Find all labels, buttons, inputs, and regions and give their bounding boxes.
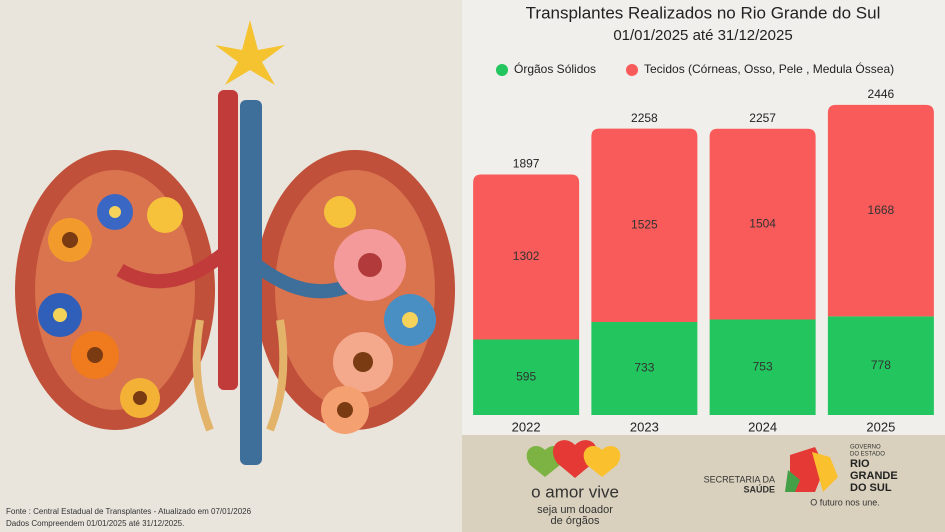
kidney-illustration [15, 20, 455, 465]
legend-swatch [496, 64, 508, 76]
legend-swatch [626, 64, 638, 76]
secretaria: SECRETARIA DA [704, 474, 775, 484]
legend-label: Órgãos Sólidos [514, 61, 596, 76]
campaign-logo [526, 440, 621, 478]
x-tick-label: 2023 [630, 419, 659, 434]
bar-segment [473, 174, 580, 340]
segment-label: 733 [634, 361, 654, 375]
segment-label: 1525 [631, 218, 658, 232]
state-text: GRANDE [850, 470, 898, 482]
bar-segment [827, 104, 934, 317]
source-note: Fonte : Central Estadual de Transplantes… [6, 507, 252, 516]
bar-segment [591, 322, 698, 415]
total-label: 1897 [513, 157, 540, 171]
total-label: 2257 [749, 111, 776, 125]
x-tick-label: 2022 [512, 419, 541, 434]
plot: Órgãos Sólidos Tecidos (Córneas, Osso, Pe… [473, 61, 934, 434]
state-text: RIO [850, 458, 870, 470]
bar-segment [827, 316, 934, 415]
campaign-sub: de órgãos [551, 515, 600, 527]
gov-text: GOVERNO [850, 445, 881, 451]
segment-label: 1302 [513, 249, 540, 263]
legend-label: Tecidos (Córneas, Osso, Pele , Medula Ós… [644, 61, 894, 76]
segment-label: 595 [516, 369, 536, 383]
segment-label: 778 [871, 358, 891, 372]
total-label: 2258 [631, 111, 658, 125]
secretaria: SAÚDE [743, 483, 775, 494]
chart-subtitle: 01/01/2025 até 31/12/2025 [613, 27, 792, 44]
campaign-text: o amor vive [531, 482, 619, 501]
segment-label: 1668 [868, 203, 895, 217]
slogan: O futuro nos une. [810, 497, 880, 507]
gov-text: DO ESTADO [850, 452, 885, 458]
gov-logo [785, 447, 838, 492]
bar-segment [709, 319, 816, 415]
bar-segment [591, 128, 698, 323]
x-tick-label: 2025 [866, 419, 895, 434]
total-label: 2446 [868, 87, 895, 101]
chart-title: Transplantes Realizados no Rio Grande do… [526, 3, 881, 22]
x-tick-label: 2024 [748, 419, 777, 434]
campaign-sub: seja um doador [537, 504, 613, 516]
bar-segment [709, 128, 816, 320]
state-text: DO SUL [850, 482, 892, 494]
segment-label: 753 [753, 359, 773, 373]
bar-segment [473, 339, 580, 415]
period-note: Dados Compreendem 01/01/2025 até 31/12/2… [6, 519, 184, 528]
segment-label: 1504 [749, 216, 776, 230]
